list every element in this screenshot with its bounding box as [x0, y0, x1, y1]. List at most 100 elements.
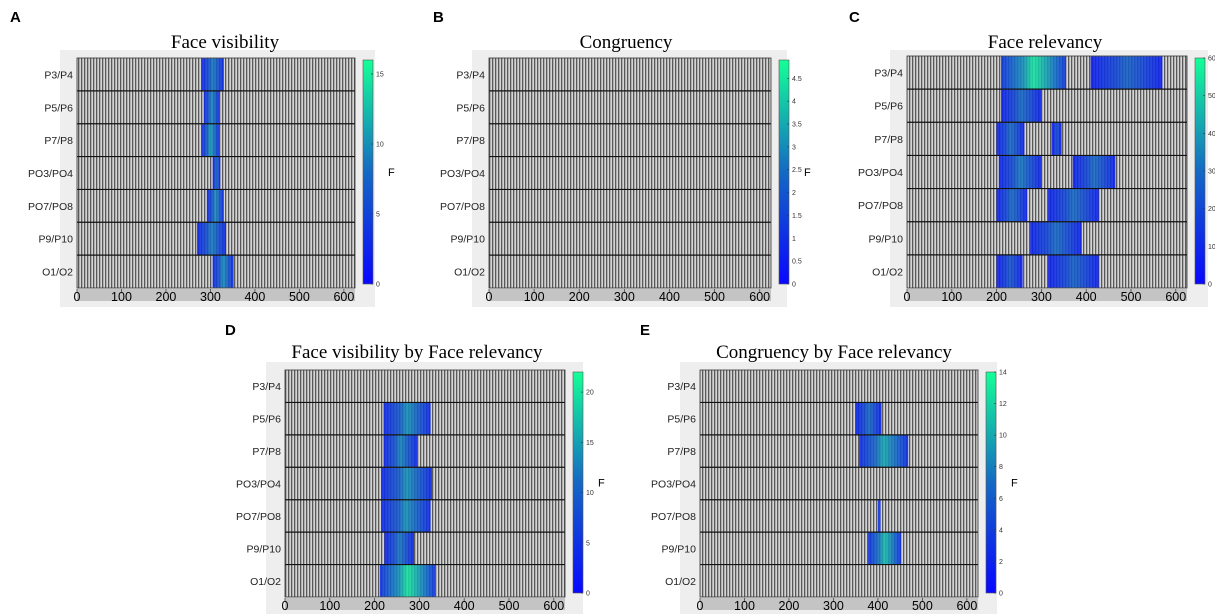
- x-tick-label: 300: [823, 599, 844, 613]
- x-tick-label: 600: [749, 290, 770, 304]
- colorbar-tick-label: 3: [792, 144, 796, 151]
- x-tick-label: 400: [454, 599, 475, 613]
- segment-texture: [384, 532, 415, 565]
- row-label: P7/P8: [252, 446, 281, 458]
- plot-border: [906, 55, 1188, 289]
- plot-border: [76, 57, 356, 289]
- row-label: P3/P4: [667, 381, 696, 393]
- row-label: P7/P8: [44, 135, 73, 147]
- colorbar-tick-label: 0.5: [792, 259, 802, 266]
- segment-texture: [996, 255, 1023, 288]
- segment-texture: [212, 255, 234, 288]
- row-label: P3/P4: [874, 68, 903, 80]
- segment-texture: [383, 435, 418, 467]
- segment-texture: [998, 155, 1042, 189]
- x-axis-band: [700, 598, 978, 610]
- segment-texture: [383, 402, 431, 435]
- colorbar-tick-label: 12: [999, 401, 1007, 408]
- x-tick-label: 300: [409, 599, 430, 613]
- segment-texture: [996, 122, 1025, 155]
- row-label: PO7/PO8: [236, 511, 281, 523]
- segment-texture: [1001, 56, 1067, 89]
- row-label: O1/O2: [872, 266, 903, 278]
- x-tick-label: 500: [499, 599, 520, 613]
- colorbar-label: F: [804, 167, 811, 179]
- x-tick-label: 200: [779, 599, 800, 613]
- row-label: P9/P10: [247, 543, 282, 555]
- row-label: P9/P10: [39, 234, 74, 246]
- segment-texture: [1001, 89, 1042, 122]
- row-label: PO7/PO8: [440, 201, 485, 213]
- segment-texture: [877, 500, 881, 532]
- segment-texture: [197, 222, 227, 255]
- x-tick-label: 100: [111, 290, 132, 304]
- row-label: O1/O2: [665, 576, 696, 588]
- colorbar-tick-label: 8: [999, 464, 1003, 471]
- x-tick-label: 0: [904, 290, 911, 304]
- colorbar-tick-label: 30: [1208, 169, 1215, 176]
- colorbar-label: F: [1011, 478, 1018, 490]
- x-tick-label: 200: [569, 290, 590, 304]
- chart-title: Face visibility: [171, 32, 280, 53]
- row-label: PO7/PO8: [28, 201, 73, 213]
- row-label: O1/O2: [42, 267, 73, 279]
- row-label: P3/P4: [456, 69, 485, 81]
- heatmap-background: [489, 58, 771, 288]
- segment-texture: [1048, 189, 1099, 222]
- colorbar-tick-label: 14: [999, 370, 1007, 377]
- colorbar-tick-label: 0: [376, 282, 380, 289]
- colorbar-tick-label: 1: [792, 236, 796, 243]
- x-tick-label: 300: [614, 290, 635, 304]
- heatmap-background: [700, 370, 978, 597]
- row-label: P3/P4: [252, 381, 281, 393]
- x-tick-label: 100: [734, 599, 755, 613]
- colorbar-tick-label: 10: [1208, 244, 1215, 251]
- segment-texture: [381, 467, 432, 500]
- segment-texture: [1090, 56, 1163, 89]
- x-tick-label: 400: [1076, 290, 1097, 304]
- chart-title: Face relevancy: [988, 32, 1103, 53]
- row-label: PO3/PO4: [28, 168, 73, 180]
- colorbar-tick-label: 10: [586, 490, 594, 497]
- x-tick-label: 0: [486, 290, 493, 304]
- x-tick-label: 600: [1165, 290, 1186, 304]
- panel-c: C Face relevancy P3/P4 P5/P6 P7/P8 PO3/PO4 PO7…: [849, 9, 1215, 307]
- colorbar-tick-label: 5: [376, 212, 380, 219]
- segment-texture: [1051, 122, 1062, 155]
- segment-texture: [206, 189, 224, 222]
- row-label: PO7/PO8: [858, 200, 903, 212]
- x-tick-label: 500: [1121, 290, 1142, 304]
- panel-letter: B: [433, 9, 444, 26]
- x-tick-label: 200: [156, 290, 177, 304]
- colorbar-tick-label: 0: [1208, 282, 1212, 289]
- plot-border: [284, 369, 566, 598]
- chart-title: Face visibility by Face relevancy: [291, 342, 543, 363]
- x-tick-label: 600: [333, 290, 354, 304]
- x-axis-band: [489, 289, 771, 301]
- x-axis-band: [907, 289, 1187, 301]
- x-tick-label: 200: [986, 290, 1007, 304]
- x-tick-label: 0: [74, 290, 81, 304]
- row-label: P5/P6: [252, 414, 281, 426]
- x-tick-label: 300: [200, 290, 221, 304]
- row-label: P7/P8: [667, 446, 696, 458]
- panel-letter: E: [640, 322, 650, 339]
- row-label: P9/P10: [869, 233, 904, 245]
- segment-texture: [379, 565, 436, 597]
- chart-title: Congruency: [580, 32, 673, 53]
- colorbar-tick-label: 4: [792, 99, 796, 106]
- colorbar: [572, 371, 584, 594]
- row-label: P7/P8: [456, 135, 485, 147]
- x-tick-label: 500: [289, 290, 310, 304]
- colorbar-tick-label: 60: [1208, 56, 1215, 63]
- row-label: P5/P6: [44, 102, 73, 114]
- chart-title: Congruency by Face relevancy: [716, 342, 952, 363]
- colorbar-tick-label: 15: [376, 72, 384, 79]
- colorbar-tick-label: 0: [999, 591, 1003, 598]
- row-label: P5/P6: [667, 414, 696, 426]
- row-label: P9/P10: [451, 234, 486, 246]
- colorbar-label: F: [388, 167, 395, 179]
- row-label: PO3/PO4: [440, 168, 485, 180]
- colorbar-tick-label: 5: [586, 540, 590, 547]
